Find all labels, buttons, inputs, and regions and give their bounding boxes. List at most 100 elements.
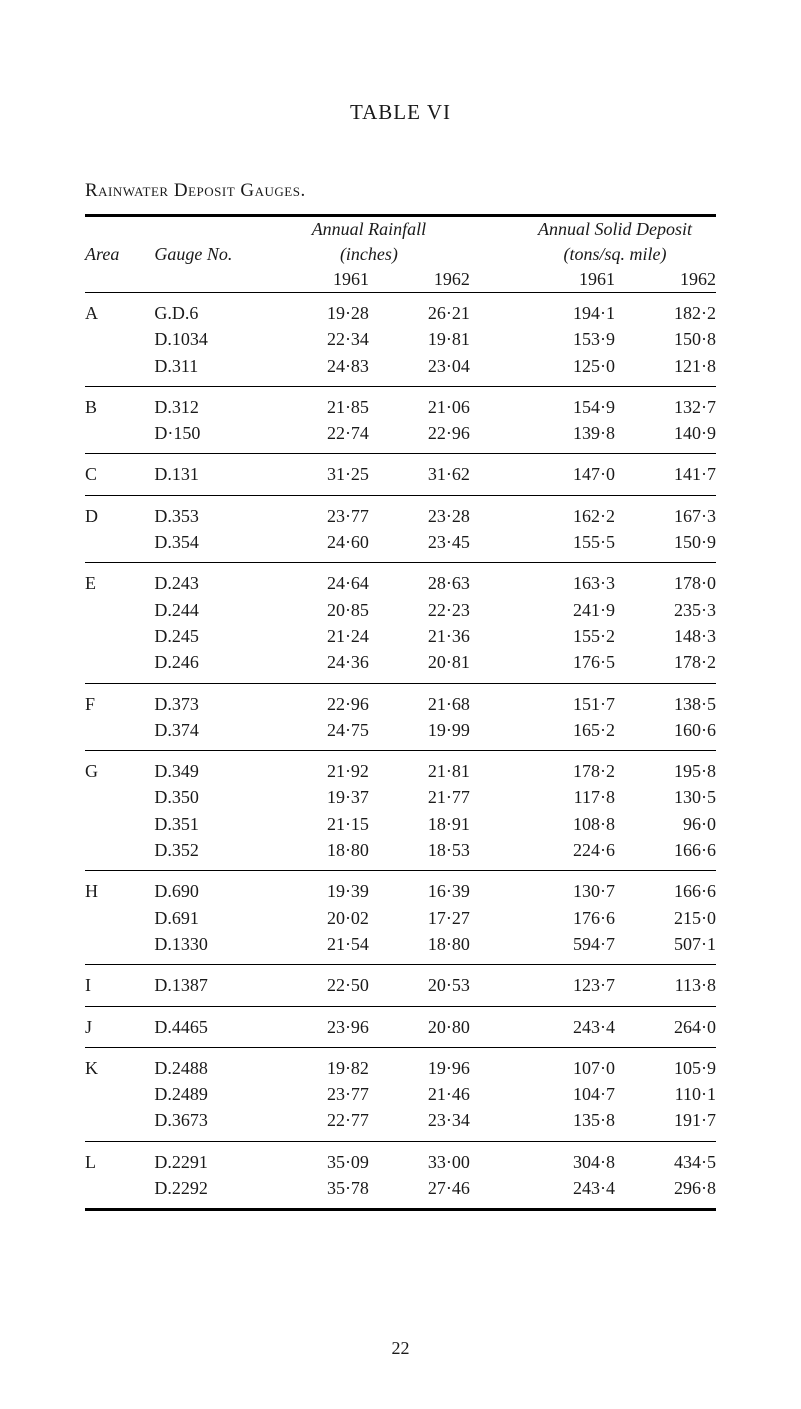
area-cell: F — [85, 684, 154, 717]
deposit-1961-cell: 243·4 — [514, 1175, 615, 1210]
table-row: DD.35323·7723·28162·2167·3 — [85, 496, 716, 529]
rainfall-1962-cell: 16·39 — [369, 871, 470, 904]
deposit-1962-cell: 167·3 — [615, 496, 716, 529]
deposit-1962-cell: 96·0 — [615, 811, 716, 837]
area-cell — [85, 717, 154, 751]
gauge-cell: D.2489 — [154, 1081, 268, 1107]
deposit-1961-cell: 165·2 — [514, 717, 615, 751]
gauge-cell: D.312 — [154, 387, 268, 420]
area-cell — [85, 353, 154, 387]
deposit-1961-cell: 139·8 — [514, 420, 615, 454]
gauge-cell: D.1330 — [154, 931, 268, 965]
area-cell — [85, 784, 154, 810]
rainfall-1961-cell: 22·77 — [268, 1107, 369, 1141]
deposit-1962-cell: 150·9 — [615, 529, 716, 563]
deposit-1962-cell: 132·7 — [615, 387, 716, 420]
rainfall-1962-cell: 21·36 — [369, 623, 470, 649]
deposit-1961-cell: 153·9 — [514, 326, 615, 352]
area-cell — [85, 905, 154, 931]
subtitle-text: Rainwater Deposit Gauges. — [85, 180, 306, 201]
deposit-1961-cell: 125·0 — [514, 353, 615, 387]
year1-rain: 1961 — [268, 267, 369, 293]
rainfall-1962-cell: 23·34 — [369, 1107, 470, 1141]
deposit-1961-cell: 243·4 — [514, 1007, 615, 1048]
gauge-cell: D.690 — [154, 871, 268, 904]
rainfall-1961-cell: 23·96 — [268, 1007, 369, 1048]
table-row: D.35424·6023·45155·5150·9 — [85, 529, 716, 563]
deposit-1962-cell: 160·6 — [615, 717, 716, 751]
rainfall-1962-cell: 21·77 — [369, 784, 470, 810]
gauge-cell: D.350 — [154, 784, 268, 810]
rainfall-1962-cell: 18·91 — [369, 811, 470, 837]
deposit-1962-cell: 113·8 — [615, 965, 716, 1006]
rainfall-1961-cell: 21·85 — [268, 387, 369, 420]
area-cell: D — [85, 496, 154, 529]
table-row: D.103422·3419·81153·9150·8 — [85, 326, 716, 352]
area-cell: A — [85, 293, 154, 326]
deposit-1962-cell: 434·5 — [615, 1142, 716, 1175]
deposit-1962-cell: 215·0 — [615, 905, 716, 931]
rainfall-1962-cell: 20·81 — [369, 649, 470, 683]
deposit-1962-cell: 166·6 — [615, 871, 716, 904]
table-row: D.248923·7721·46104·7110·1 — [85, 1081, 716, 1107]
gauge-header: Gauge No. — [154, 242, 268, 267]
deposit-1962-cell: 130·5 — [615, 784, 716, 810]
rainfall-1961-cell: 18·80 — [268, 837, 369, 871]
deposit-1962-cell: 138·5 — [615, 684, 716, 717]
rainfall-1962-cell: 22·23 — [369, 597, 470, 623]
rainfall-1962-cell: 19·81 — [369, 326, 470, 352]
area-cell — [85, 623, 154, 649]
table-row: D.367322·7723·34135·8191·7 — [85, 1107, 716, 1141]
gauge-cell: D.131 — [154, 454, 268, 495]
area-cell: J — [85, 1007, 154, 1048]
gauge-cell: D.2292 — [154, 1175, 268, 1210]
gauge-cell: D.4465 — [154, 1007, 268, 1048]
gauge-cell: D.245 — [154, 623, 268, 649]
deposit-1961-cell: 178·2 — [514, 751, 615, 784]
year1-dep: 1961 — [514, 267, 615, 293]
deposit-1962-cell: 150·8 — [615, 326, 716, 352]
gauge-cell: D.3673 — [154, 1107, 268, 1141]
table-row: CD.13131·2531·62147·0141·7 — [85, 454, 716, 495]
rainfall-unit: (inches) — [268, 242, 470, 267]
rainfall-1962-cell: 23·45 — [369, 529, 470, 563]
deposit-1962-cell: 140·9 — [615, 420, 716, 454]
table-row: D.229235·7827·46243·4296·8 — [85, 1175, 716, 1210]
deposit-1961-cell: 117·8 — [514, 784, 615, 810]
rainfall-1961-cell: 24·75 — [268, 717, 369, 751]
deposit-1961-cell: 155·5 — [514, 529, 615, 563]
deposit-1961-cell: 108·8 — [514, 811, 615, 837]
area-cell — [85, 1175, 154, 1210]
gauge-cell: D·150 — [154, 420, 268, 454]
table-row: ED.24324·6428·63163·3178·0 — [85, 563, 716, 596]
table-row: LD.229135·0933·00304·8434·5 — [85, 1142, 716, 1175]
deposit-1961-cell: 104·7 — [514, 1081, 615, 1107]
area-cell — [85, 597, 154, 623]
area-cell — [85, 811, 154, 837]
deposit-1961-cell: 594·7 — [514, 931, 615, 965]
rainfall-1961-cell: 21·24 — [268, 623, 369, 649]
rainfall-1962-cell: 18·80 — [369, 931, 470, 965]
area-cell — [85, 529, 154, 563]
rainfall-1962-cell: 23·28 — [369, 496, 470, 529]
rainfall-1961-cell: 23·77 — [268, 1081, 369, 1107]
table-title-text: TABLE VI — [350, 100, 451, 124]
rainfall-1961-cell: 22·34 — [268, 326, 369, 352]
deposit-1962-cell: 166·6 — [615, 837, 716, 871]
deposit-1961-cell: 163·3 — [514, 563, 615, 596]
rainfall-1961-cell: 19·82 — [268, 1048, 369, 1081]
deposit-1962-cell: 182·2 — [615, 293, 716, 326]
deposit-1961-cell: 304·8 — [514, 1142, 615, 1175]
table-row: D.24624·3620·81176·5178·2 — [85, 649, 716, 683]
table-subtitle: Rainwater Deposit Gauges. — [85, 180, 716, 202]
deposit-1962-cell: 110·1 — [615, 1081, 716, 1107]
table-title: TABLE VI — [85, 100, 716, 125]
page-number-text: 22 — [392, 1338, 410, 1358]
table-row: HD.69019·3916·39130·7166·6 — [85, 871, 716, 904]
year2-dep: 1962 — [615, 267, 716, 293]
rainfall-1961-cell: 23·77 — [268, 496, 369, 529]
header-row-1: Annual Rainfall Annual Solid Deposit — [85, 217, 716, 242]
area-cell — [85, 931, 154, 965]
deposit-1961-cell: 107·0 — [514, 1048, 615, 1081]
rainfall-header: Annual Rainfall — [268, 217, 470, 242]
